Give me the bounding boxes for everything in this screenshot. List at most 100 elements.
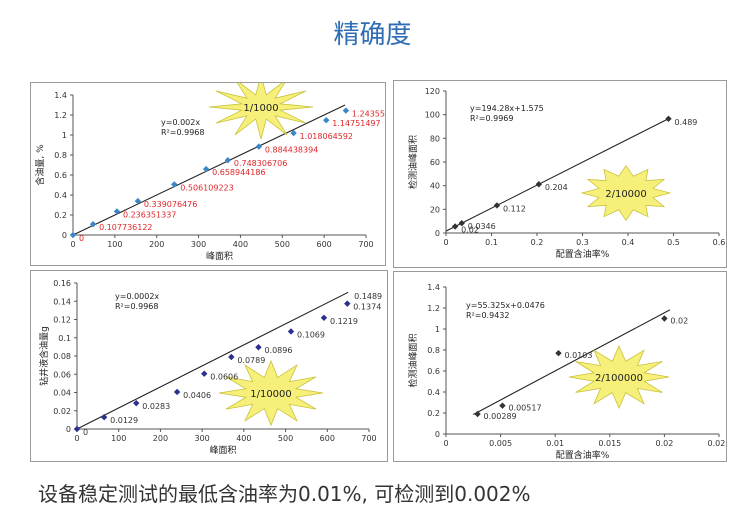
x-tick-label: 500 — [275, 240, 290, 249]
y-tick-label: 0.16 — [53, 279, 71, 288]
data-label: 0.884438394 — [265, 146, 318, 155]
data-point — [499, 402, 506, 409]
y-tick-label: 0.12 — [53, 316, 71, 325]
data-label: 0.489 — [674, 118, 697, 127]
data-label: 0.00517 — [508, 404, 541, 413]
data-label: 0.0789 — [237, 356, 265, 365]
chart-1000: 0 0.2 0.4 0.6 0.8 1 1.2 1.4 0 100 200 300 400 500 600 7… — [34, 83, 385, 262]
data-label: 0.339076476 — [144, 200, 197, 209]
data-label: 1.018064592 — [300, 132, 353, 141]
data-point — [287, 328, 295, 335]
data-label: 0.1374 — [353, 303, 381, 312]
y-tick-label: 0.4 — [427, 388, 440, 397]
x-tick-label: 200 — [153, 434, 168, 443]
data-point — [202, 165, 210, 173]
x-tick-label: 300 — [195, 434, 210, 443]
chart-panel-1: 0 0.2 0.4 0.6 0.8 1 1.2 1.4 0 100 200 300 400 500 600 7… — [30, 82, 386, 266]
data-label: 0.00289 — [484, 412, 517, 421]
x-tick-label: 700 — [358, 240, 373, 249]
data-label: 0 — [79, 234, 84, 243]
data-label: 0.204 — [545, 183, 568, 192]
data-label: 0.236351337 — [123, 210, 176, 219]
y-tick-label: 0.1 — [58, 334, 71, 343]
data-label: 0.0346 — [468, 222, 496, 231]
data-point — [134, 197, 142, 205]
data-point — [342, 107, 350, 114]
y-tick-label: 0.6 — [54, 171, 67, 180]
caption-text: 设备稳定测试的最低含油率为0.01%, 可检测到0.002% — [38, 482, 531, 506]
data-point — [535, 181, 543, 188]
chart-2-100000: 0 0.2 0.4 0.6 0.8 1 1.2 1.4 0 0.005 0.01 0.015 0.02 0… — [407, 283, 726, 461]
x-tick-label: 300 — [191, 240, 206, 249]
x-tick-label: 100 — [111, 434, 126, 443]
x-tick-label: 400 — [233, 240, 248, 249]
data-point — [69, 231, 77, 239]
data-label: 0.107736122 — [99, 223, 152, 232]
trendline — [445, 117, 670, 232]
y-tick-label: 0.8 — [427, 346, 440, 355]
x-tick-label: 400 — [236, 434, 251, 443]
y-tick-label: 60 — [430, 158, 440, 167]
data-point — [290, 129, 297, 137]
x-tick-label: 0.02 — [655, 439, 673, 448]
data-label: 0.0283 — [142, 402, 170, 411]
y-tick-label: 0.2 — [427, 409, 440, 418]
precision-badge — [208, 83, 314, 140]
y-tick-label: 1 — [435, 325, 440, 334]
x-tick-label: 500 — [278, 434, 293, 443]
y-tick-label: 0.6 — [427, 367, 440, 376]
x-tick-label: 0.4 — [622, 238, 635, 247]
precision-badge-label: 1/10000 — [250, 389, 292, 400]
data-point — [665, 115, 672, 123]
data-point — [100, 414, 108, 421]
y-axis-title: 检测油峰面积 — [407, 333, 419, 387]
x-tick-label: 0.5 — [667, 238, 680, 247]
data-point — [451, 223, 459, 230]
data-point — [113, 208, 121, 215]
y-tick-label: 0.06 — [53, 370, 71, 379]
data-label: 0 — [83, 428, 88, 437]
data-point — [228, 353, 235, 361]
data-point — [474, 410, 481, 418]
x-tick-label: 0.3 — [576, 238, 589, 247]
data-label: 0.0129 — [110, 416, 138, 425]
r-squared-label: R²=0.9969 — [470, 114, 513, 123]
r-squared-label: R²=0.9432 — [466, 311, 509, 320]
page-title: 精确度 — [333, 20, 412, 50]
x-tick-label: 600 — [320, 434, 335, 443]
y-axis-title: 含油量, % — [34, 144, 46, 186]
data-point — [73, 425, 81, 433]
data-point — [255, 143, 263, 150]
equation-label: y=0.002x — [161, 118, 200, 127]
x-tick-label: 600 — [317, 240, 332, 249]
chart-2-10000: 0 20 40 60 80 100 120 0 0.1 0.2 0.3 0.4 0.5 0.6 配置含油率%… — [407, 87, 726, 260]
x-tick-label: 0 — [70, 240, 75, 249]
data-label: 0.02 — [461, 225, 479, 234]
y-tick-label: 0.14 — [53, 297, 71, 306]
y-tick-label: 0.4 — [54, 191, 67, 200]
y-tick-label: 0.02 — [53, 407, 71, 416]
x-tick-label: 0.2 — [531, 238, 544, 247]
y-tick-label: 1 — [62, 131, 67, 140]
data-point — [133, 399, 140, 407]
data-point — [458, 219, 465, 227]
x-tick-label: 0.6 — [713, 238, 726, 247]
y-tick-label: 0 — [435, 229, 440, 238]
data-point — [555, 349, 562, 357]
trendline — [473, 309, 671, 415]
data-label: 0.02 — [670, 317, 688, 326]
y-tick-label: 1.4 — [427, 283, 440, 292]
data-point — [320, 314, 328, 321]
data-label: 0.1489 — [354, 292, 382, 301]
precision-badge — [580, 164, 672, 222]
x-axis-title: 峰面积 — [206, 250, 233, 262]
data-label: 1.14751497 — [332, 119, 380, 128]
chart-panel-3: 0 0.02 0.04 0.06 0.08 0.1 0.12 0.14 0.16 0 100 200 3… — [30, 270, 388, 462]
y-tick-label: 0.04 — [53, 389, 71, 398]
y-tick-label: 1.2 — [427, 304, 440, 313]
data-label: 0.506109223 — [180, 183, 233, 192]
data-label: 0.0103 — [564, 351, 592, 360]
y-tick-label: 1.2 — [54, 111, 67, 120]
equation-label: y=55.325x+0.0476 — [466, 301, 545, 310]
y-tick-label: 100 — [425, 111, 440, 120]
